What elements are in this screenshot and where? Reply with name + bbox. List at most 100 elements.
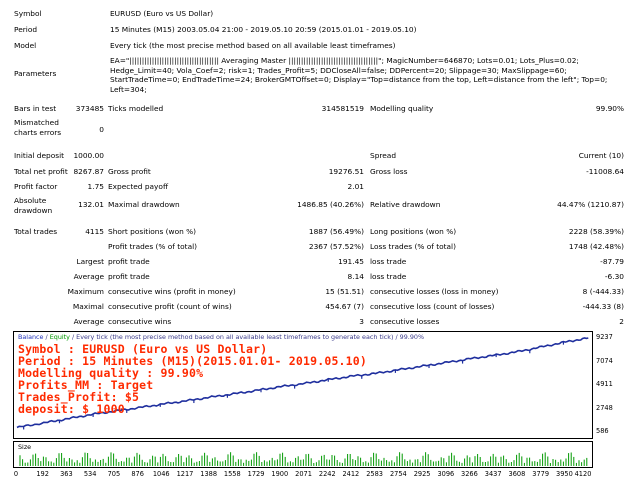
x-tick-label: 2071 xyxy=(295,470,312,478)
trades-value: 4115 xyxy=(85,227,104,236)
netprofit-label: Total net profit xyxy=(14,167,68,176)
ticks-label: Ticks modelled xyxy=(108,104,164,113)
ltrades-value: 1748 (42.48%) xyxy=(568,242,624,251)
quality-value: 99.90% xyxy=(595,104,624,113)
ltrades-label: Loss trades (% of total) xyxy=(370,242,456,251)
chart-legend: Balance / Equity / Every tick (the most … xyxy=(18,333,424,341)
pf-value: 1.75 xyxy=(87,182,104,191)
parameters-label: Parameters xyxy=(14,69,57,78)
size-svg xyxy=(19,452,588,466)
alt-value: -6.30 xyxy=(604,272,624,281)
maxdd-label: Maximal drawdown xyxy=(108,200,180,209)
bars-value: 373485 xyxy=(75,104,104,113)
period-value: 15 Minutes (M15) 2003.05.04 21:00 - 2019… xyxy=(110,25,417,34)
initial-label: Initial deposit xyxy=(14,151,65,160)
x-tick-label: 705 xyxy=(107,470,121,478)
x-tick-label: 3437 xyxy=(484,470,502,478)
grossprofit-label: Gross profit xyxy=(108,167,151,176)
mcl-value: 8 (-444.33) xyxy=(582,287,624,296)
y-tick-label: 586 xyxy=(596,427,609,435)
maxdd-value: 1486.85 (40.26%) xyxy=(297,200,364,209)
long-label: Long positions (won %) xyxy=(370,227,457,236)
x-tick-label: 1046 xyxy=(152,470,170,478)
short-value: 1887 (56.49%) xyxy=(308,227,364,236)
x-tick-label: 876 xyxy=(131,470,144,478)
average2-label: Average xyxy=(73,317,104,326)
x-tick-label: 1388 xyxy=(200,470,218,478)
ticks-value: 314581519 xyxy=(321,104,364,113)
reldd-label: Relative drawdown xyxy=(370,200,441,209)
overlay-line: Symbol : EURUSD (Euro vs US Dollar) xyxy=(18,342,268,356)
x-tick-label: 1558 xyxy=(223,470,241,478)
x-tick-label: 2412 xyxy=(342,470,360,478)
balance-chart: Balance / Equity / Every tick (the most … xyxy=(13,331,640,480)
y-tick-label: 4911 xyxy=(596,380,613,388)
ptrades-value: 2367 (57.52%) xyxy=(308,242,364,251)
legend-equity: Equity xyxy=(49,333,70,341)
x-tick-label: 1729 xyxy=(247,470,265,478)
symbol-label: Symbol xyxy=(14,9,42,18)
x-tick-label: 534 xyxy=(83,470,97,478)
balance-line xyxy=(16,337,589,429)
period-label: Period xyxy=(14,25,38,34)
quality-label: Modelling quality xyxy=(370,104,434,113)
x-tick-label: 3096 xyxy=(437,470,455,478)
absdd-value: 132.01 xyxy=(78,200,104,209)
pf-label: Profit factor xyxy=(14,182,58,191)
long-value: 2228 (58.39%) xyxy=(568,227,624,236)
x-tick-label: 3608 xyxy=(508,470,526,478)
x-tick-label: 3779 xyxy=(532,470,550,478)
lpt-label: profit trade xyxy=(108,257,150,266)
parameters-value: EA="||||||||||||||||||||||||||||||||||||… xyxy=(110,56,608,94)
x-tick-label: 2583 xyxy=(366,470,383,478)
short-label: Short positions (won %) xyxy=(108,227,197,236)
overlay-line: Trades_Profit: $5 xyxy=(18,390,140,404)
mcw-label: consecutive wins (profit in money) xyxy=(108,287,236,296)
x-tick-label: 192 xyxy=(36,470,49,478)
y-tick-label: 7074 xyxy=(596,356,613,365)
strategy-report: Symbol EURUSD (Euro vs US Dollar) Period… xyxy=(14,9,624,326)
bars-label: Bars in test xyxy=(14,104,57,113)
balance-svg xyxy=(16,337,589,430)
legend-sep: / xyxy=(43,333,50,341)
llt-value: -87.79 xyxy=(600,257,624,266)
maximal-label: Maximal xyxy=(72,302,104,311)
x-tick-label: 363 xyxy=(60,470,73,478)
mismatch-label: Mismatched charts errors xyxy=(14,118,62,137)
legend-balance: Balance xyxy=(18,333,44,341)
mcl-label: consecutive losses (loss in money) xyxy=(370,287,499,296)
maximum-label: Maximum xyxy=(67,287,104,296)
mcw-value: 15 (51.51) xyxy=(325,287,364,296)
reldd-value: 44.47% (1210.87) xyxy=(557,200,624,209)
acl-label: consecutive losses xyxy=(370,317,440,326)
overlay-line: deposit: $ 1000 xyxy=(18,402,125,416)
initial-value: 1000.00 xyxy=(73,151,104,160)
x-tick-label: 2925 xyxy=(413,470,431,478)
x-tick-label: 0 xyxy=(13,470,19,478)
apt-label: profit trade xyxy=(108,272,150,281)
mcll-label: consecutive loss (count of losses) xyxy=(370,302,495,311)
average-label: Average xyxy=(73,272,104,281)
x-tick-label: 3266 xyxy=(461,470,478,478)
legend-rest: / Every tick (the most precise method ba… xyxy=(69,333,425,341)
spread-value: Current (10) xyxy=(578,151,624,160)
payoff-value: 2.01 xyxy=(347,182,364,191)
model-value: Every tick (the most precise method base… xyxy=(110,41,396,50)
overlay-line: Profits_MM : Target xyxy=(18,378,154,392)
apt-value: 8.14 xyxy=(347,272,364,281)
lpt-value: 191.45 xyxy=(338,257,364,266)
balance-plot: Balance / Equity / Every tick (the most … xyxy=(13,331,593,439)
acw-label: consecutive wins xyxy=(108,317,172,326)
acw-value: 3 xyxy=(359,317,364,326)
overlay-line: Modelling quality : 99.90% xyxy=(18,366,204,380)
largest-label: Largest xyxy=(76,257,104,266)
acl-value: 2 xyxy=(619,317,624,326)
alt-label: loss trade xyxy=(370,272,407,281)
trades-label: Total trades xyxy=(14,227,58,236)
mcp-label: consecutive profit (count of wins) xyxy=(108,302,232,311)
grossprofit-value: 19276.51 xyxy=(328,167,364,176)
model-label: Model xyxy=(14,41,37,50)
grossloss-label: Gross loss xyxy=(370,167,408,176)
x-tick-label: 2242 xyxy=(318,470,336,478)
mcp-value: 454.67 (7) xyxy=(325,302,364,311)
